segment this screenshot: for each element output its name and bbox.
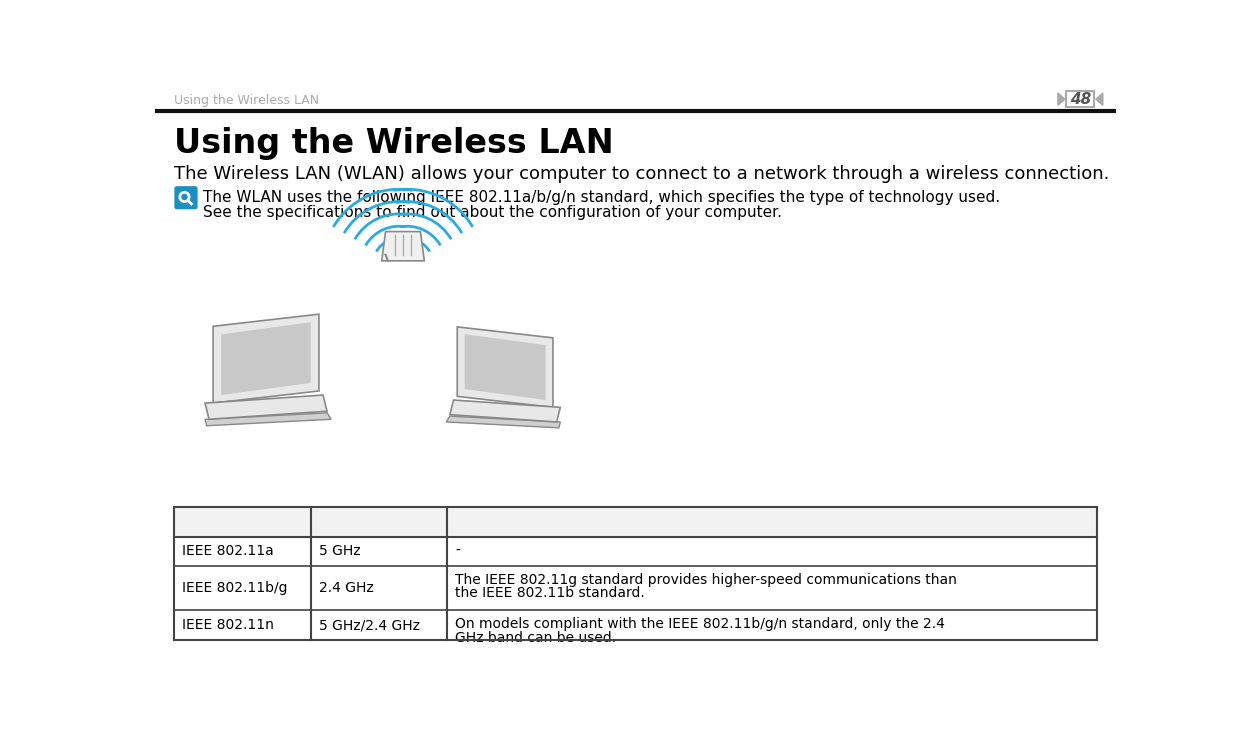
Text: IEEE 802.11n: IEEE 802.11n [182, 618, 274, 632]
Text: IEEE 802.11a: IEEE 802.11a [182, 544, 274, 558]
Text: See the specifications to find out about the configuration of your computer.: See the specifications to find out about… [203, 205, 782, 220]
Polygon shape [1096, 93, 1102, 105]
Polygon shape [382, 231, 424, 261]
Text: 5 GHz/2.4 GHz: 5 GHz/2.4 GHz [319, 618, 419, 632]
Polygon shape [465, 334, 546, 400]
Text: Frequency band: Frequency band [319, 515, 456, 529]
Text: The IEEE 802.11g standard provides higher-speed communications than: The IEEE 802.11g standard provides highe… [455, 572, 957, 587]
Text: the IEEE 802.11b standard.: the IEEE 802.11b standard. [455, 586, 645, 601]
Text: On models compliant with the IEEE 802.11b/g/n standard, only the 2.4: On models compliant with the IEEE 802.11… [455, 618, 945, 631]
Text: The WLAN uses the following IEEE 802.11a/b/g/n standard, which specifies the typ: The WLAN uses the following IEEE 802.11a… [203, 191, 1001, 205]
Polygon shape [446, 416, 560, 428]
Polygon shape [458, 327, 553, 407]
Text: Using the Wireless LAN: Using the Wireless LAN [175, 94, 320, 107]
Polygon shape [205, 412, 331, 426]
Text: 5 GHz: 5 GHz [319, 544, 361, 558]
Text: -: - [455, 544, 460, 558]
Polygon shape [213, 314, 319, 403]
Polygon shape [450, 400, 560, 422]
Text: Using the Wireless LAN: Using the Wireless LAN [175, 126, 614, 160]
Polygon shape [205, 395, 327, 419]
Polygon shape [1058, 93, 1065, 105]
Text: 2.4 GHz: 2.4 GHz [319, 581, 373, 595]
Polygon shape [221, 322, 311, 395]
Text: Remarks: Remarks [455, 515, 531, 529]
Text: IEEE 802.11b/g: IEEE 802.11b/g [182, 581, 288, 595]
FancyBboxPatch shape [175, 507, 1096, 537]
Text: GHz band can be used.: GHz band can be used. [455, 631, 616, 645]
FancyBboxPatch shape [175, 186, 197, 210]
Text: WLAN standard: WLAN standard [182, 515, 315, 529]
Text: The Wireless LAN (WLAN) allows your computer to connect to a network through a w: The Wireless LAN (WLAN) allows your comp… [175, 165, 1110, 182]
Text: 48: 48 [1070, 92, 1091, 107]
